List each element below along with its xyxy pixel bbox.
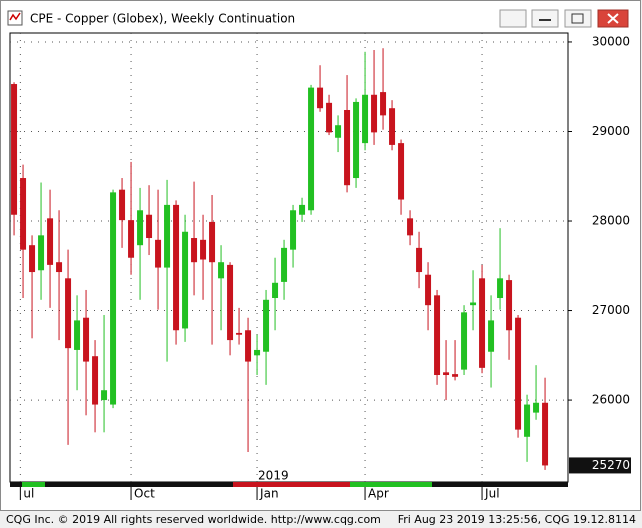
y-tick-label: 29000 xyxy=(592,124,630,138)
candle-body xyxy=(326,102,333,133)
candle-body xyxy=(119,189,126,221)
candle-body xyxy=(218,262,225,279)
candle-body xyxy=(479,278,486,368)
candle-body xyxy=(182,231,189,329)
candle-body xyxy=(443,372,450,376)
x-tick-label: Oct xyxy=(134,487,155,501)
footer-right: Fri Aug 23 2019 13:25:56, CQG 19.12.8114 xyxy=(398,513,636,526)
strip xyxy=(350,482,432,487)
x-tick-label: Apr xyxy=(368,487,389,501)
year-label: 2019 xyxy=(258,469,289,483)
candle-body xyxy=(191,238,198,263)
candle-body xyxy=(56,262,63,273)
candle-body xyxy=(92,356,99,405)
candle-body xyxy=(83,317,90,362)
x-tick-label: ul xyxy=(23,487,34,501)
minimize-button[interactable] xyxy=(531,9,559,28)
strip xyxy=(233,482,350,487)
candle-body xyxy=(524,404,531,437)
candle-body xyxy=(101,390,108,401)
candle-body xyxy=(353,101,360,179)
window-title: CPE - Copper (Globex), Weekly Continuati… xyxy=(30,12,295,26)
candle-body xyxy=(434,295,441,376)
candle-body xyxy=(308,87,315,211)
candle-body xyxy=(227,264,234,341)
candle-body xyxy=(452,374,459,377)
candle-body xyxy=(200,239,207,260)
candle-body xyxy=(272,282,279,299)
candle-body xyxy=(317,87,324,109)
x-tick-label: Jan xyxy=(259,487,279,501)
candle-body xyxy=(470,302,477,306)
candle-body xyxy=(542,402,549,466)
y-tick-label: 30000 xyxy=(592,34,630,48)
candle-body xyxy=(65,278,72,349)
maximize-icon xyxy=(571,13,584,24)
candle-body xyxy=(47,218,54,265)
candle-body xyxy=(173,204,180,331)
last-price-label: 25270 xyxy=(592,458,630,472)
window-icon xyxy=(9,12,21,21)
candle-body xyxy=(416,247,423,273)
close-icon xyxy=(607,13,619,24)
candle-body xyxy=(497,278,504,299)
maximize-button[interactable] xyxy=(564,9,592,28)
candle-body xyxy=(11,84,18,215)
candle-body xyxy=(389,108,396,145)
y-tick-label: 26000 xyxy=(592,393,630,407)
candle-body xyxy=(398,143,405,200)
candle-body xyxy=(164,204,171,268)
candle-body xyxy=(407,218,414,236)
candle-body xyxy=(461,312,468,370)
candle-body xyxy=(425,274,432,306)
candle-body xyxy=(254,349,261,356)
candle-body xyxy=(344,109,351,186)
plot-area xyxy=(9,32,569,483)
footer-left: CQG Inc. © 2019 All rights reserved worl… xyxy=(6,513,381,526)
link-button[interactable] xyxy=(499,9,527,28)
strip xyxy=(22,482,45,487)
last-price-box xyxy=(569,457,631,474)
time-strip xyxy=(10,482,568,487)
candle-body xyxy=(110,192,117,405)
candle-body xyxy=(335,125,342,138)
candle-body xyxy=(236,332,243,335)
y-tick-label: 28000 xyxy=(592,214,630,228)
candle-body xyxy=(209,221,216,263)
candle-body xyxy=(128,220,135,258)
candle-body xyxy=(146,214,153,239)
candle-body xyxy=(533,402,540,413)
candle-body xyxy=(155,239,162,268)
y-tick-label: 27000 xyxy=(592,303,630,317)
x-tick-label: Jul xyxy=(484,487,499,501)
candle-body xyxy=(515,317,522,430)
candle-body xyxy=(380,92,387,116)
candle-body xyxy=(362,94,369,144)
candle-body xyxy=(488,320,495,352)
candle-body xyxy=(371,94,378,133)
candle-body xyxy=(263,299,270,352)
candle-body xyxy=(506,280,513,331)
candle-body xyxy=(74,320,81,350)
candle-body xyxy=(137,210,144,246)
candle-body xyxy=(20,178,27,250)
candle-body xyxy=(290,210,297,250)
candle-body xyxy=(38,235,45,271)
candle-body xyxy=(29,245,36,273)
candle-body xyxy=(245,330,252,362)
candle-body xyxy=(299,204,306,215)
candle-body xyxy=(281,247,288,282)
